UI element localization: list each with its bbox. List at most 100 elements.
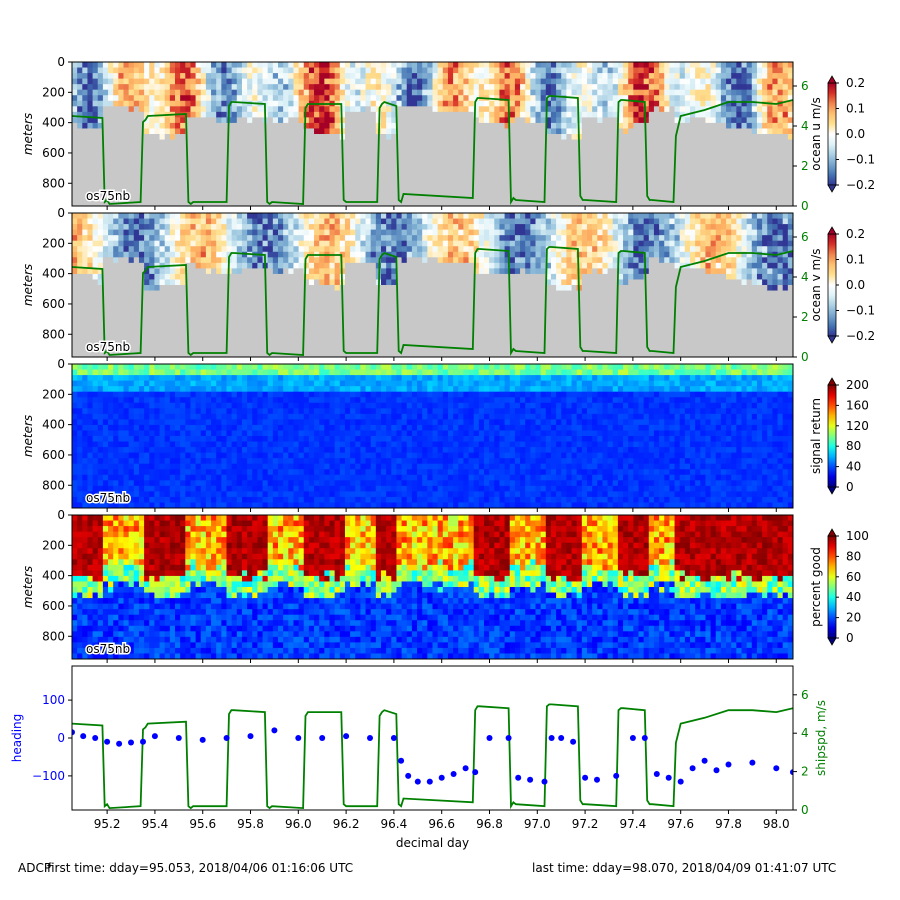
- heatmap-cell: [102, 224, 109, 231]
- heatmap-cell: [489, 128, 495, 135]
- heatmap-cell: [278, 257, 284, 264]
- heatmap-cell: [164, 268, 171, 275]
- heatmap-cell: [216, 117, 222, 124]
- heatmap-cell: [257, 167, 264, 174]
- heatmap-cell: [350, 161, 356, 168]
- heatmap-cell: [638, 145, 645, 152]
- heatmap-cell: [381, 89, 387, 96]
- heatmap-cell: [751, 111, 758, 118]
- heatmap-cell: [442, 106, 449, 113]
- heatmap-cell: [231, 351, 238, 357]
- heatmap-cell: [221, 290, 228, 297]
- heatmap-cell: [128, 84, 135, 91]
- heatmap-cell: [756, 84, 763, 91]
- heatmap-cell: [659, 106, 665, 113]
- heatmap-cell: [87, 323, 94, 330]
- heatmap-cell: [762, 178, 768, 185]
- heatmap-cell: [550, 111, 557, 118]
- heatmap-cell: [571, 73, 578, 80]
- heatmap-cell: [77, 329, 83, 336]
- heatmap-cell: [190, 257, 197, 264]
- heatmap-cell: [726, 156, 732, 163]
- heatmap-cell: [144, 312, 150, 319]
- heatmap-cell: [267, 62, 274, 69]
- heatmap-cell: [159, 95, 166, 102]
- heatmap-cell: [669, 67, 676, 74]
- heatmap-cell: [705, 139, 712, 146]
- heatmap-cell: [221, 73, 228, 80]
- heatmap-cell: [262, 62, 269, 69]
- heatmap-cell: [571, 194, 578, 202]
- heatmap-cell: [319, 161, 325, 168]
- heatmap-cell: [674, 78, 681, 85]
- heatmap-cell: [566, 73, 573, 80]
- heatmap-cell: [247, 73, 253, 80]
- heatmap-cell: [520, 194, 526, 202]
- heatmap-cell: [530, 178, 537, 185]
- heatmap-cell: [514, 78, 521, 85]
- heatmap-cell: [226, 161, 233, 168]
- heatmap-cell: [77, 89, 83, 96]
- heatmap-cell: [427, 167, 434, 174]
- heatmap-cell: [344, 156, 351, 163]
- heatmap-cell: [772, 150, 779, 157]
- heatmap-cell: [617, 122, 624, 130]
- heatmap-cell: [138, 240, 145, 247]
- heatmap-cell: [453, 84, 459, 91]
- heatmap-cell: [602, 189, 609, 196]
- heatmap-cell: [360, 84, 367, 91]
- heatmap-cell: [257, 262, 264, 269]
- heatmap-cell: [525, 156, 531, 163]
- heatmap-cell: [674, 62, 681, 69]
- heatmap-cell: [602, 122, 609, 130]
- heatmap-cell: [705, 167, 712, 174]
- heatmap-cell: [550, 161, 557, 168]
- heatmap-cell: [525, 67, 531, 74]
- heatmap-cell: [314, 200, 320, 206]
- heatmap-cell: [144, 318, 150, 325]
- heatmap-cell: [205, 257, 212, 264]
- heatmap-cell: [530, 194, 537, 202]
- heatmap-cell: [319, 134, 325, 141]
- heatmap-cell: [350, 200, 356, 206]
- heatmap-cell: [272, 285, 279, 292]
- heatmap-cell: [149, 73, 155, 80]
- heatmap-cell: [272, 224, 279, 231]
- heatmap-cell: [458, 145, 464, 152]
- heatmap-cell: [190, 172, 197, 179]
- heatmap-cell: [283, 273, 289, 281]
- heatmap-cell: [87, 268, 94, 275]
- heatmap-cell: [200, 262, 207, 269]
- heatmap-cell: [427, 139, 434, 146]
- heatmap-cell: [633, 134, 640, 141]
- heatmap-cell: [653, 111, 660, 118]
- heatmap-cell: [169, 351, 176, 357]
- heatmap-cell: [772, 128, 779, 135]
- heatmap-cell: [144, 122, 150, 130]
- heatmap-cell: [427, 134, 434, 141]
- heatmap-cell: [612, 145, 619, 152]
- heatmap-cell: [556, 78, 562, 85]
- heatmap-cell: [679, 167, 686, 174]
- heatmap-cell: [97, 301, 104, 308]
- y-tick-label: 400: [42, 116, 65, 130]
- heatmap-cell: [314, 329, 320, 336]
- heatmap-cell: [195, 340, 202, 347]
- heatmap-cell: [355, 89, 361, 96]
- heatmap-cell: [241, 194, 248, 202]
- heatmap-cell: [782, 122, 789, 130]
- heatmap-cell: [617, 128, 624, 135]
- heatmap-cell: [180, 268, 186, 275]
- heatmap-cell: [216, 128, 222, 135]
- heatmap-cell: [535, 84, 542, 91]
- heatmap-cell: [180, 100, 186, 107]
- heatmap-cell: [72, 183, 78, 190]
- heatmap-cell: [288, 156, 295, 163]
- heatmap-cell: [190, 262, 197, 269]
- heatmap-cell: [437, 145, 444, 152]
- heatmap-cell: [133, 145, 140, 152]
- heatmap-cell: [741, 111, 748, 118]
- heatmap-cell: [478, 200, 485, 206]
- heatmap-cell: [128, 183, 135, 190]
- heatmap-cell: [648, 161, 655, 168]
